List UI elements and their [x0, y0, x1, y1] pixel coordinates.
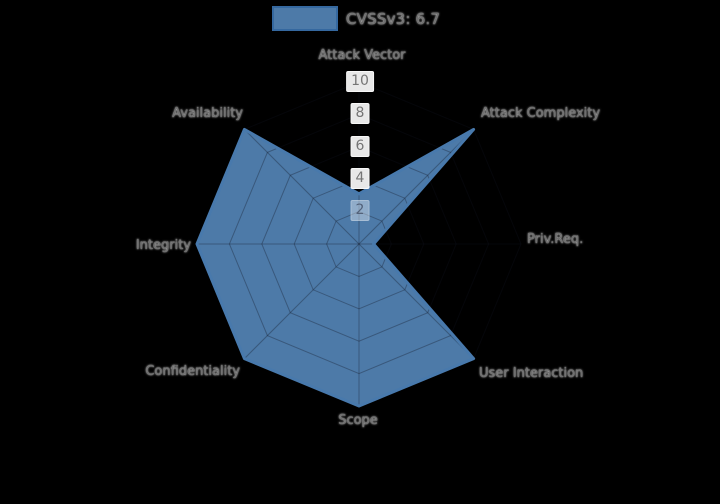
axis-label-attack-vector: Attack Vector — [318, 48, 406, 63]
radar-axis-spoke — [244, 129, 360, 245]
radar-grid-ring — [293, 178, 425, 310]
radar-grid-ring — [228, 113, 490, 375]
legend-swatch — [272, 6, 338, 31]
radar-data-fill — [197, 129, 474, 406]
axis-label-availability: Availability — [172, 106, 243, 121]
radial-tick-2: 2 — [350, 200, 370, 221]
radial-tick-4: 4 — [350, 168, 370, 189]
radial-tick-6: 6 — [350, 136, 370, 157]
axis-label-attack-complexity: Attack Complexity — [481, 106, 601, 121]
radar-axis-spoke — [358, 129, 474, 245]
radial-tick-8: 8 — [350, 103, 370, 124]
radar-data-outline — [195, 127, 476, 408]
legend-label: CVSSv3: 6.7 — [346, 9, 441, 28]
axis-label-priv-req: Priv.Req. — [527, 232, 584, 247]
axis-label-confidentiality: Confidentiality — [145, 364, 240, 379]
axis-label-user-interaction: User Interaction — [479, 366, 584, 381]
axis-label-integrity: Integrity — [135, 238, 191, 253]
radial-tick-10: 10 — [346, 71, 374, 92]
axis-label-scope: Scope — [338, 413, 378, 428]
radar-grid-ring — [261, 146, 457, 342]
radar-axis-spoke — [244, 243, 360, 359]
chart-legend: CVSSv3: 6.7 — [272, 6, 440, 31]
radar-axis-spoke — [358, 243, 474, 359]
